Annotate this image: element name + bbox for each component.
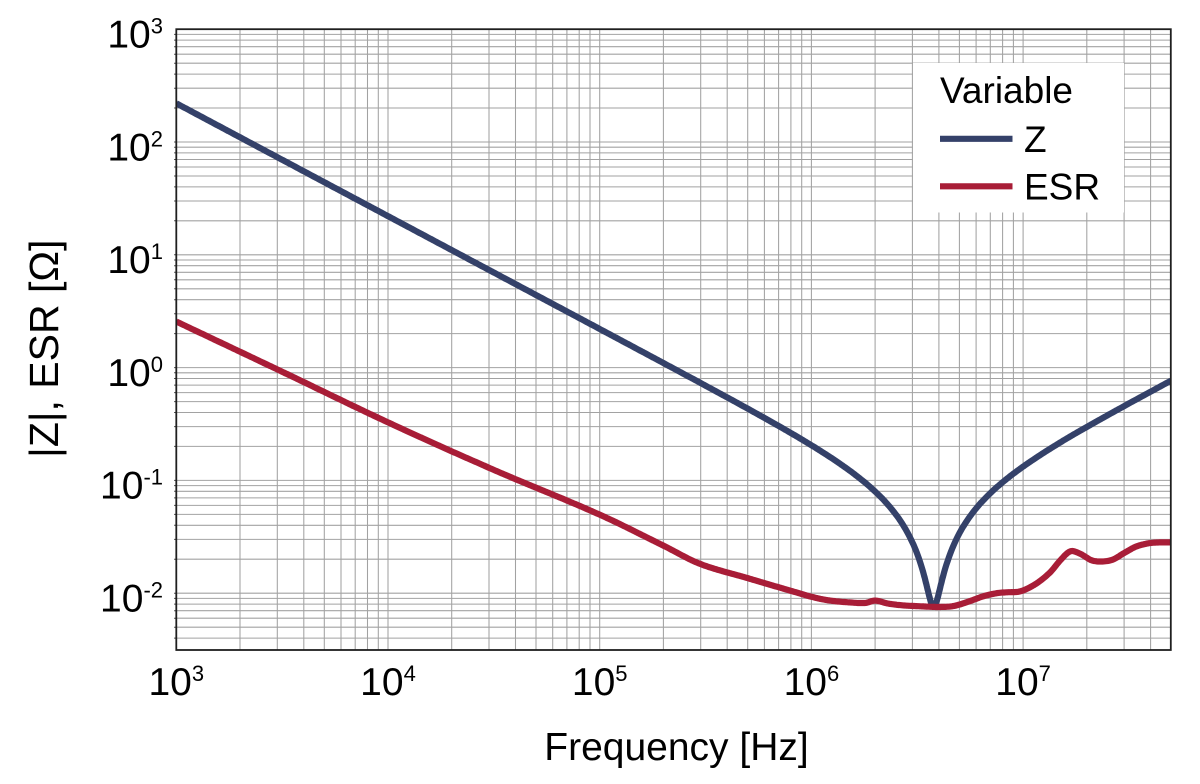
svg-text:|Z|, ESR [Ω]: |Z|, ESR [Ω] xyxy=(21,240,67,458)
svg-text:Z: Z xyxy=(1024,119,1047,160)
svg-text:Frequency [Hz]: Frequency [Hz] xyxy=(544,726,808,769)
svg-text:ESR: ESR xyxy=(1024,167,1100,208)
svg-text:Variable: Variable xyxy=(940,70,1073,111)
